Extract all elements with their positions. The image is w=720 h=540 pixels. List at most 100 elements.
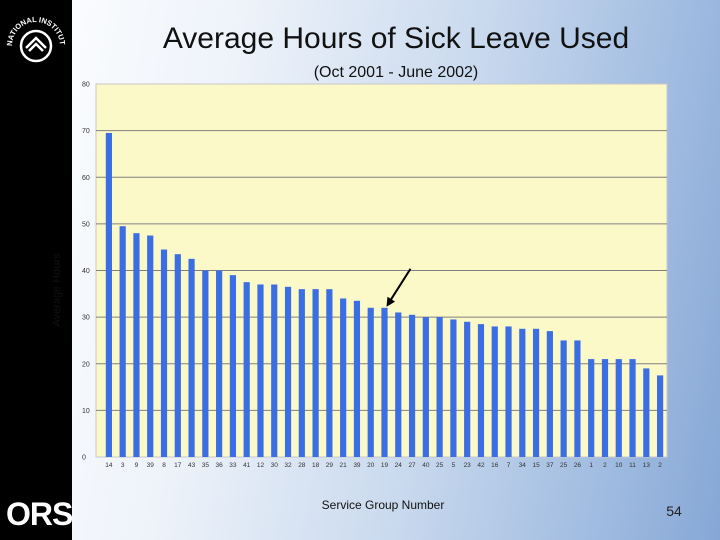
- bar: [160, 249, 168, 457]
- y-tick-label: 70: [82, 128, 90, 135]
- bar: [519, 328, 526, 457]
- bar: [284, 286, 292, 457]
- bar: [574, 340, 581, 457]
- x-tick-label: 7: [507, 462, 511, 469]
- x-tick-label: 33: [229, 462, 237, 469]
- bar: [643, 368, 650, 457]
- x-tick-label: 42: [477, 462, 485, 469]
- bar: [326, 289, 333, 457]
- x-tick-label: 36: [216, 462, 224, 469]
- sidebar: NATIONAL INSTITUTES OF HEALTH ORS: [0, 0, 73, 540]
- x-tick-label: 17: [174, 462, 182, 469]
- bar: [119, 226, 126, 457]
- x-tick-label: 19: [381, 462, 389, 469]
- bar: [408, 314, 416, 457]
- x-tick-label: 25: [436, 462, 444, 469]
- x-tick-label: 25: [560, 462, 568, 469]
- x-tick-label: 12: [257, 462, 265, 469]
- x-tick-label: 29: [326, 462, 334, 469]
- x-tick-label: 2: [603, 462, 607, 469]
- x-tick-label: 8: [162, 462, 166, 469]
- x-axis-label: Service Group Number: [321, 498, 445, 512]
- x-tick-label: 26: [574, 462, 582, 469]
- y-tick-label: 60: [82, 175, 90, 182]
- bars: [105, 132, 664, 458]
- bar: [436, 317, 443, 457]
- x-tick-label: 9: [135, 462, 139, 469]
- x-tick-label: 32: [284, 462, 292, 469]
- bar: [367, 307, 374, 457]
- bar: [532, 328, 540, 457]
- bar: [202, 270, 209, 457]
- x-tick-label: 11: [629, 462, 636, 469]
- x-tick-label: 41: [243, 462, 251, 469]
- bar: [174, 254, 181, 457]
- bar: [450, 319, 457, 457]
- bar: [312, 289, 319, 457]
- x-tick-label: 20: [367, 462, 375, 469]
- x-tick-label: 18: [312, 462, 320, 469]
- bar: [353, 300, 361, 457]
- x-tick-labels: 14 3 9 39 8 17 43 35 36 33 41 12 30 32 28 18 29 21 39 20 19 2…: [105, 462, 662, 469]
- y-tick-label: 0: [82, 455, 86, 462]
- bar: [381, 307, 388, 457]
- y-tick-label: 10: [82, 408, 90, 415]
- y-tick-label: 50: [82, 221, 90, 228]
- x-tick-label: 30: [271, 462, 279, 469]
- arrow-shaft: [388, 268, 412, 303]
- bar: [298, 289, 305, 457]
- annotation-arrow: [386, 268, 412, 307]
- chart-title: Average Hours of Sick Leave Used: [162, 22, 630, 55]
- bar: [271, 284, 278, 457]
- bar: [147, 235, 154, 457]
- x-tick-label: 37: [546, 462, 554, 469]
- y-tick-label: 80: [82, 82, 90, 89]
- x-tick-label: 3: [121, 462, 125, 469]
- bar: [657, 375, 664, 457]
- x-tick-label: 40: [422, 462, 430, 469]
- x-tick-label: 1: [589, 462, 593, 469]
- ors-logo: ORS: [6, 496, 73, 532]
- page-number: 54: [666, 503, 682, 519]
- nih-emblem-icon: [19, 29, 53, 63]
- x-tick-label: 43: [188, 462, 196, 469]
- x-tick-label: 34: [519, 462, 527, 469]
- x-tick-label: 15: [532, 462, 540, 469]
- x-tick-label: 23: [464, 462, 472, 469]
- y-tick-labels: 0 10 20 30 40 50 60 70 80: [82, 82, 90, 462]
- bar: [464, 321, 471, 457]
- bar: [188, 258, 195, 457]
- y-axis-label: Average Hours: [51, 253, 63, 327]
- x-tick-label: 24: [395, 462, 403, 469]
- bar: [615, 359, 622, 457]
- nih-logo: NATIONAL INSTITUTES OF HEALTH: [2, 2, 67, 63]
- x-tick-label: 13: [643, 462, 651, 469]
- arrow-head: [386, 296, 396, 307]
- x-tick-label: 14: [105, 462, 113, 469]
- bar: [546, 331, 553, 457]
- bar: [395, 312, 402, 457]
- bar: [229, 275, 237, 457]
- x-tick-label: 21: [340, 462, 348, 469]
- bar: [216, 270, 223, 457]
- bar: [491, 326, 498, 457]
- y-tick-label: 30: [82, 315, 90, 322]
- bar: [422, 317, 429, 457]
- y-tick-label: 40: [82, 268, 90, 275]
- bar: [340, 298, 347, 457]
- chart-subtitle: (Oct 2001 - June 2002): [313, 64, 479, 81]
- bar: [601, 359, 609, 457]
- x-tick-label: 39: [353, 462, 361, 469]
- bar: [588, 359, 595, 457]
- bar: [105, 132, 112, 458]
- bar: [243, 282, 250, 457]
- bar: [629, 359, 636, 457]
- bar: [133, 233, 140, 457]
- bar: [477, 324, 485, 457]
- x-tick-label: 5: [452, 462, 456, 469]
- x-tick-label: 16: [491, 462, 499, 469]
- x-tick-label: 10: [615, 462, 623, 469]
- x-tick-label: 2: [658, 462, 662, 469]
- bar: [505, 326, 512, 457]
